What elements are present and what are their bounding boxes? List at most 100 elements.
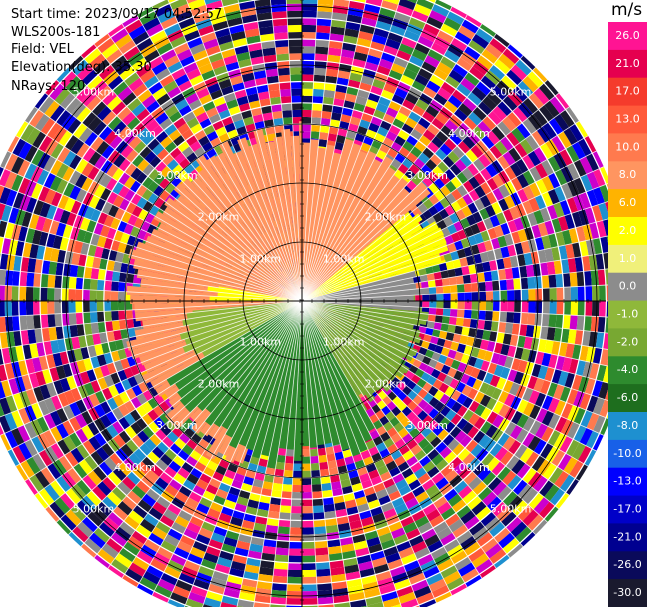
noise-gate [475, 558, 494, 575]
noise-gate [202, 490, 216, 502]
noise-gate [398, 146, 411, 158]
noise-gate [142, 163, 155, 177]
noise-gate [156, 148, 170, 161]
noise-gate [139, 10, 158, 26]
noise-gate [413, 122, 427, 135]
noise-gate [472, 106, 488, 121]
noise-gate [34, 113, 50, 132]
noise-gate [542, 463, 558, 480]
noise-gate [167, 86, 182, 100]
noise-gate [447, 268, 456, 278]
noise-gate [229, 75, 244, 86]
noise-gate [532, 263, 542, 277]
noise-gate [219, 601, 238, 607]
noise-gate [140, 43, 157, 58]
noise-gate [56, 146, 71, 163]
noise-gate [341, 107, 354, 117]
noise-gate [88, 151, 102, 166]
noise-gate [404, 422, 416, 434]
noise-gate [44, 188, 57, 205]
noise-gate [313, 81, 325, 90]
noise-gate [598, 381, 610, 400]
noise-gate [203, 552, 219, 564]
noise-gate [387, 558, 404, 571]
noise-gate [566, 162, 581, 181]
noise-gate [475, 262, 484, 274]
noise-gate [369, 550, 386, 561]
noise-gate [291, 499, 302, 507]
noise-gate [485, 543, 503, 559]
noise-gate [433, 93, 448, 107]
noise-gate [168, 111, 183, 124]
noise-gate [142, 17, 161, 32]
noise-gate [492, 311, 500, 322]
noise-gate [331, 580, 348, 590]
noise-gate [405, 528, 421, 541]
noise-gate [276, 454, 286, 463]
noise-gate [183, 30, 201, 43]
noise-gate [103, 516, 120, 533]
noise-gate [390, 604, 402, 607]
noise-gate [536, 126, 552, 143]
noise-gate [148, 204, 160, 216]
noise-gate [84, 537, 102, 555]
noise-gate [101, 201, 113, 215]
noise-gate [431, 584, 450, 599]
noise-gate [599, 285, 607, 301]
noise-gate [489, 442, 503, 457]
noise-gate [176, 169, 189, 181]
noise-gate [549, 301, 557, 315]
noise-gate [96, 85, 113, 101]
noise-gate [454, 267, 463, 277]
noise-gate [453, 479, 468, 494]
noise-gate [76, 142, 91, 159]
noise-gate [185, 455, 198, 468]
noise-gate [26, 127, 41, 146]
noise-gate [470, 144, 484, 159]
noise-gate [131, 57, 148, 72]
noise-gate [23, 162, 38, 181]
noise-gate [434, 441, 448, 454]
noise-gate [443, 216, 454, 228]
noise-gate [96, 481, 112, 497]
noise-gate [414, 42, 431, 55]
noise-gate [202, 604, 214, 607]
noise-gate [413, 585, 432, 599]
noise-gate [302, 520, 314, 528]
noise-gate [444, 386, 456, 398]
noise-gate [170, 175, 182, 188]
noise-gate [195, 478, 209, 491]
noise-gate [457, 292, 465, 301]
noise-gate [31, 229, 43, 246]
noise-gate [433, 271, 442, 280]
noise-gate [444, 137, 458, 151]
noise-gate [333, 98, 345, 108]
noise-gate [327, 47, 342, 57]
noise-gate [583, 270, 592, 287]
noise-gate [344, 564, 360, 574]
noise-gate [447, 438, 460, 452]
noise-gate [408, 534, 425, 547]
noise-gate [450, 37, 468, 52]
noise-gate [136, 461, 151, 475]
noise-gate [178, 80, 193, 93]
noise-gate [160, 540, 177, 554]
noise-gate [446, 576, 465, 592]
noise-gate [462, 97, 478, 112]
noise-gate [144, 212, 155, 224]
noise-gate [189, 546, 206, 559]
noise-gate [302, 555, 316, 563]
noise-gate [544, 79, 559, 96]
noise-gate [36, 169, 50, 186]
noise-gate [401, 553, 418, 566]
noise-gate [416, 0, 435, 10]
noise-gate [110, 291, 119, 301]
noise-gate [62, 166, 76, 183]
noise-gate [291, 95, 302, 103]
noise-gate [107, 75, 124, 91]
noise-gate [492, 187, 504, 202]
noise-gate [582, 224, 593, 241]
noise-gate [575, 463, 589, 481]
noise-gate [438, 208, 450, 220]
noise-gate [534, 313, 543, 327]
